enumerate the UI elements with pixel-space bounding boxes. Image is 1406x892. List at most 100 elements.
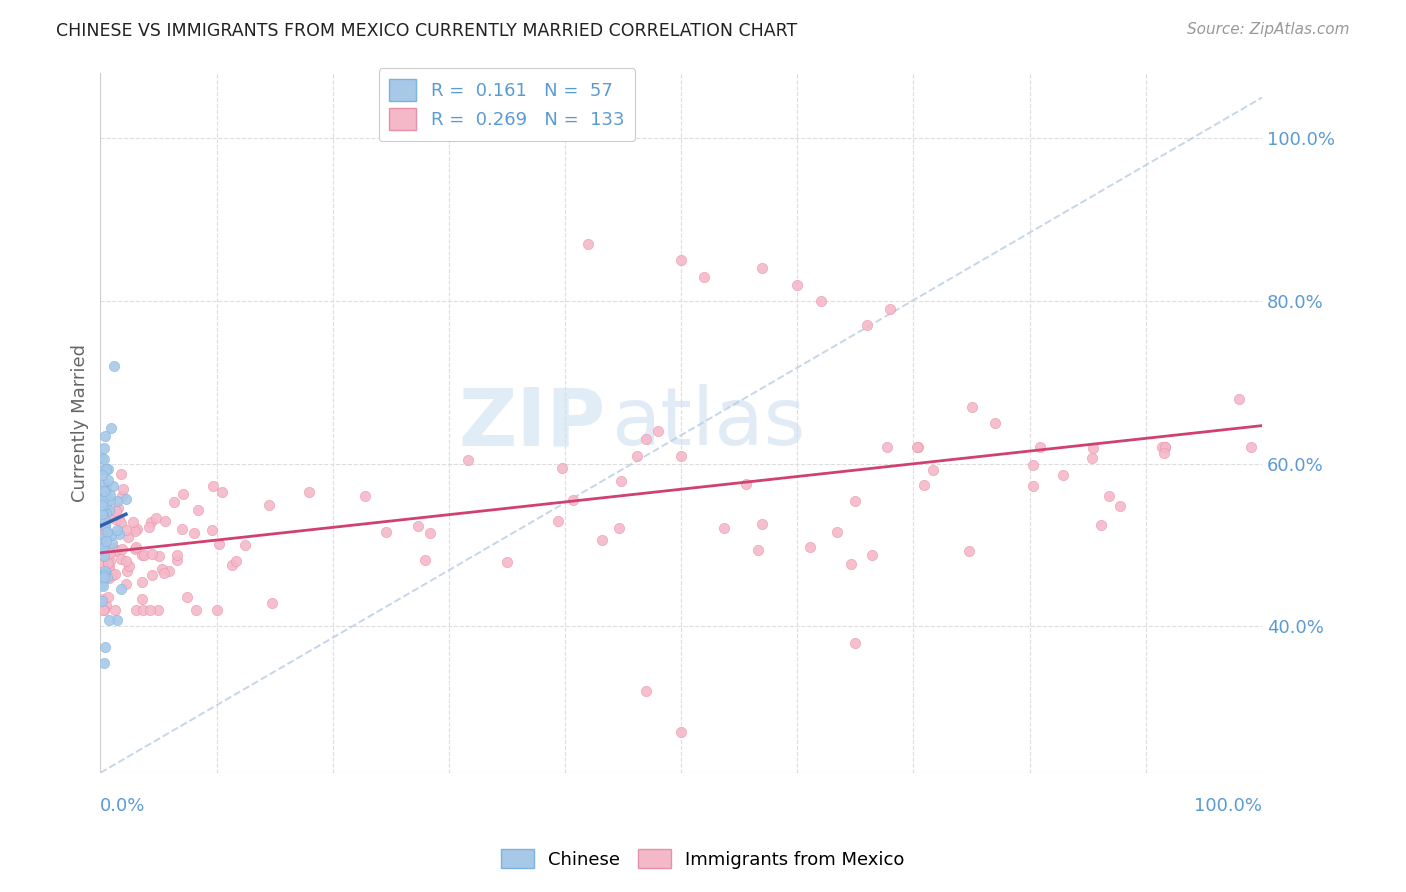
Point [260,596,283,610]
Point [496,554,519,568]
Point [91,528,114,542]
Point [115,523,138,537]
Point [97,561,120,575]
Point [844,494,866,508]
Point [93,569,115,583]
Point [91,529,114,543]
Point [94,477,117,491]
Point [211,484,233,499]
Point [138,519,160,533]
Point [163,494,186,508]
Point [141,516,163,530]
Point [91,535,114,549]
Point [93,566,115,581]
Point [94,497,117,511]
Point [786,277,808,292]
Point [221,558,243,573]
Point [100,536,122,550]
Point [876,441,898,455]
Point [91,488,114,502]
Point [104,544,127,558]
Point [125,541,148,555]
Point [94,533,117,548]
Point [93,656,115,670]
Point [957,544,980,558]
Point [105,523,128,537]
Point [96,548,118,562]
Text: CHINESE VS IMMIGRANTS FROM MEXICO CURRENTLY MARRIED CORRELATION CHART: CHINESE VS IMMIGRANTS FROM MEXICO CURREN… [56,22,797,40]
Point [413,553,436,567]
Point [127,522,149,536]
Point [107,501,129,516]
Point [636,684,658,698]
Point [124,542,146,557]
Point [860,549,883,563]
Point [90,531,112,545]
Y-axis label: Currently Married: Currently Married [72,344,89,502]
Point [647,424,669,438]
Point [93,603,115,617]
Point [91,572,114,586]
Point [157,564,180,578]
Point [148,603,170,617]
Point [93,512,115,526]
Point [131,591,153,606]
Point [103,541,125,555]
Text: Source: ZipAtlas.com: Source: ZipAtlas.com [1187,22,1350,37]
Point [172,523,194,537]
Point [91,489,114,503]
Point [105,494,128,508]
Point [1153,446,1175,460]
Point [1240,441,1263,455]
Point [98,493,121,508]
Point [98,554,121,568]
Point [905,441,928,455]
Point [98,613,121,627]
Point [93,567,115,582]
Point [747,542,769,557]
Point [201,479,224,493]
Point [141,547,163,561]
Point [1227,392,1250,406]
Point [166,549,188,563]
Point [97,525,120,540]
Legend: Chinese, Immigrants from Mexico: Chinese, Immigrants from Mexico [494,841,912,876]
Point [104,603,127,617]
Point [93,483,115,498]
Point [108,527,131,541]
Point [101,479,124,493]
Point [110,582,132,597]
Point [205,603,228,617]
Point [751,517,773,532]
Point [93,556,115,570]
Point [1150,441,1173,455]
Point [856,318,879,333]
Point [90,510,112,524]
Point [93,508,115,522]
Point [93,549,115,564]
Point [825,524,848,539]
Point [669,253,692,268]
Point [922,462,945,476]
Point [104,543,127,558]
Point [91,538,114,552]
Point [105,504,128,518]
Point [97,461,120,475]
Point [626,449,648,463]
Point [94,640,117,654]
Point [97,473,120,487]
Point [184,603,207,617]
Point [610,474,633,488]
Point [93,487,115,501]
Point [172,487,194,501]
Point [91,508,114,522]
Point [406,519,429,533]
Point [145,511,167,525]
Point [907,441,929,455]
Point [1022,458,1045,472]
Point [90,467,112,482]
Text: 100.0%: 100.0% [1194,797,1263,815]
Point [111,541,134,556]
Point [110,516,132,531]
Point [960,400,983,414]
